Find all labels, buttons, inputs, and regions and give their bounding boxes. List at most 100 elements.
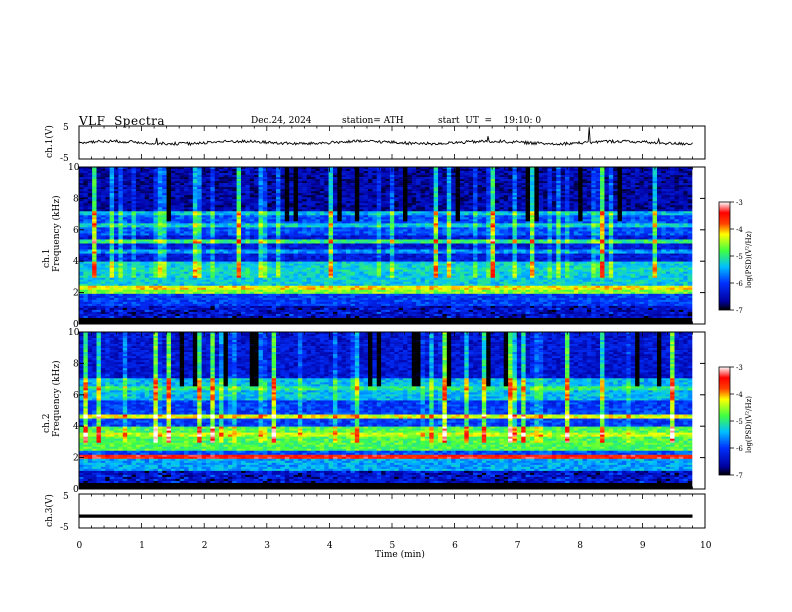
spectrogram-cell [451,219,456,222]
spectrogram-cell [96,213,102,216]
spectrogram-cell [683,195,688,198]
spectrogram-cell [197,205,202,208]
spectrogram-cell [153,177,159,180]
spectrogram-cell [442,169,448,172]
spectrogram-cell [512,231,518,234]
spectrogram-cell [376,227,382,230]
spectrogram-cell [683,229,688,232]
spectrogram-cell [83,199,89,202]
spectrogram-cell [621,193,627,196]
spectrogram-cell [525,219,531,222]
spectrogram-cell [363,213,369,216]
spectrogram-cell [100,203,106,206]
spectrogram-cell [648,179,653,182]
spectrogram-cell [534,219,540,222]
spectrogram-cell [543,205,548,208]
spectrogram-cell [477,225,483,228]
spectrogram-cell [306,215,312,218]
spectrogram-cell [96,215,102,218]
spectrogram-cell [573,177,579,180]
spectrogram-cell [613,183,618,186]
spectrogram-cell [149,199,154,202]
spectrogram-cell [184,213,189,216]
spectrogram-cell [433,207,439,210]
spectrogram-cell [223,237,229,240]
spectrogram-cell [547,219,553,222]
spectrogram-cell [529,193,535,196]
spectrogram-cell [135,179,141,182]
spectrogram-cell [420,183,426,186]
spectrogram-cell [131,223,137,226]
spectrogram-cell [214,217,220,220]
spectrogram-cell [521,177,526,180]
spectrogram-cell [639,231,645,234]
spectrogram-cell [376,231,382,234]
spectrogram-cell [346,221,351,224]
spectrogram-cell [350,191,356,194]
spectrogram-cell [205,215,211,218]
spectrogram-cell [149,233,154,236]
spectrogram-cell [175,175,181,178]
spectrogram-cell [223,225,229,228]
spectrogram-cell [613,175,618,178]
spectrogram-cell [407,229,413,232]
spectrogram-cell [192,175,198,178]
spectrogram-cell [87,223,93,226]
spectrogram-cell [407,193,413,196]
spectrogram-cell [385,221,391,224]
spectrogram-cell [92,173,97,176]
spectrogram-cell [337,221,343,224]
spectrogram-cell [477,201,483,204]
spectrogram-cell [201,237,207,240]
spectrogram-cell [205,219,211,222]
spectrogram-cell [276,191,281,194]
spectrogram-cell [254,207,259,210]
spectrogram-cell [516,183,522,186]
spectrogram-cell [363,197,369,200]
spectrogram-cell [319,233,325,236]
spectrogram-cell [464,211,469,214]
spectrogram-cell [468,185,474,188]
spectrogram-cell [188,233,194,236]
spectrogram-cell [92,237,97,240]
spectrogram-cell [162,235,167,238]
spectrogram-cell [529,205,535,208]
spectrogram-cell [324,219,329,222]
spectrogram-cell [617,205,623,208]
spectrogram-cell [683,221,688,224]
spectrogram-cell [499,189,505,192]
spectrogram-cell [363,181,369,184]
spectrogram-cell [324,199,329,202]
spectrogram-cell [363,185,369,188]
spectrogram-cell [451,175,456,178]
spectrogram-cell [394,183,399,186]
spectrogram-cell [473,219,478,222]
spectrogram-cell [302,211,307,214]
spectrogram-cell [363,219,369,222]
spectrogram-cell [109,201,115,204]
spectrogram-cell [516,203,522,206]
spectrogram-cell [578,183,583,186]
spectrogram-cell [451,173,456,176]
spectrogram-cell [241,185,246,188]
spectrogram-cell [258,175,264,178]
spectrogram-cell [241,209,246,212]
spectrogram-cell [411,233,417,236]
spectrogram-cell [521,173,526,176]
spectrogram-cell [438,209,443,212]
spectrogram-cell [236,221,242,224]
spectrogram-cell [289,195,294,198]
spectrogram-cell [100,187,106,190]
spectrogram-cell [254,187,259,190]
spectrogram-cell [170,185,176,188]
spectrogram-cell [149,213,154,216]
spectrogram-cell [635,171,640,174]
spectrogram-cell [521,207,526,210]
spectrogram-cell [455,183,461,186]
spectrogram-cell [420,169,426,172]
spectrogram-cell [328,187,334,190]
spectrogram-cell [595,223,601,226]
spectrogram-cell [490,217,496,220]
spectrogram-cell [210,201,216,204]
spectrogram-cell [363,189,369,192]
